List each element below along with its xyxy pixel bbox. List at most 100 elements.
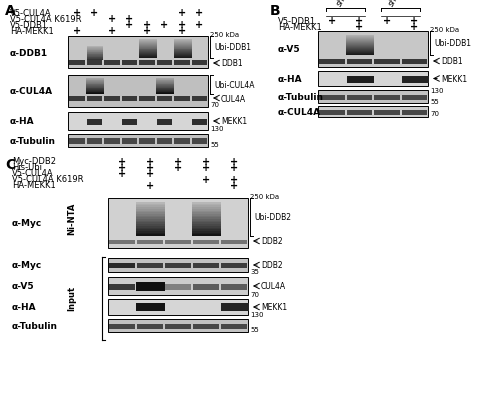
Bar <box>374 60 400 65</box>
Bar <box>139 55 156 56</box>
Bar <box>86 92 104 93</box>
Bar <box>108 319 248 332</box>
Bar <box>139 52 156 53</box>
Bar <box>346 96 372 101</box>
Bar <box>165 241 191 244</box>
Bar <box>156 80 174 81</box>
Bar <box>139 53 156 54</box>
Bar <box>86 139 102 145</box>
Text: Ubi-CUL4A: Ubi-CUL4A <box>214 81 254 90</box>
Text: 250 kDa: 250 kDa <box>430 27 459 33</box>
Bar <box>86 49 103 50</box>
Bar <box>104 97 120 102</box>
Bar <box>156 91 174 92</box>
Text: +: + <box>125 20 134 30</box>
Text: Input: Input <box>68 285 76 310</box>
Text: V5-DDB1: V5-DDB1 <box>278 17 316 26</box>
Bar <box>174 53 192 54</box>
Bar <box>136 204 165 206</box>
Bar <box>108 299 248 315</box>
Bar <box>346 43 374 44</box>
Bar <box>68 113 208 131</box>
Bar <box>136 224 165 226</box>
Bar <box>165 284 191 290</box>
Text: +: + <box>118 157 126 166</box>
Text: α-CUL4A: α-CUL4A <box>10 87 53 96</box>
Text: +: + <box>118 162 126 173</box>
Bar <box>86 60 103 61</box>
Bar <box>346 47 374 48</box>
Bar <box>86 51 103 52</box>
Text: +: + <box>410 22 418 32</box>
Text: 55: 55 <box>250 326 259 332</box>
Bar <box>136 231 165 233</box>
Text: 130: 130 <box>430 88 444 94</box>
Bar <box>346 49 374 50</box>
Bar <box>122 61 137 66</box>
Bar <box>192 208 221 209</box>
Bar <box>139 44 156 45</box>
Bar <box>139 51 156 52</box>
Text: +: + <box>108 14 116 24</box>
Bar <box>109 324 135 329</box>
Bar <box>174 50 192 51</box>
Bar <box>192 120 207 126</box>
Text: Ubi-DDB2: Ubi-DDB2 <box>254 213 291 222</box>
Bar <box>86 81 104 82</box>
Bar <box>86 57 103 58</box>
Bar <box>68 37 208 69</box>
Bar <box>136 206 165 208</box>
Bar <box>86 89 104 90</box>
Text: α-V5: α-V5 <box>278 45 300 54</box>
Bar <box>165 263 191 269</box>
Bar <box>136 213 165 214</box>
Text: 70: 70 <box>430 111 439 117</box>
Bar <box>346 39 374 40</box>
Bar <box>86 94 104 95</box>
Bar <box>192 235 221 237</box>
Bar <box>192 224 221 226</box>
Bar <box>174 52 192 53</box>
Bar <box>86 91 104 92</box>
Bar <box>402 77 429 84</box>
Text: +: + <box>195 8 203 18</box>
Text: 55: 55 <box>430 99 439 105</box>
Bar <box>68 76 208 108</box>
Bar <box>86 120 102 126</box>
Text: +: + <box>178 26 186 36</box>
Bar <box>139 49 156 50</box>
Text: α-Myc: α-Myc <box>12 219 42 228</box>
Text: +: + <box>328 16 336 26</box>
Text: +: + <box>230 175 238 185</box>
Bar <box>221 241 247 244</box>
Bar <box>174 43 192 44</box>
Bar <box>109 263 135 269</box>
Bar <box>346 52 374 53</box>
Bar <box>174 47 192 49</box>
Text: +: + <box>355 22 364 32</box>
Bar <box>192 233 221 235</box>
Bar <box>193 241 219 244</box>
Bar <box>156 89 174 90</box>
Bar <box>192 139 207 145</box>
Bar <box>192 202 221 204</box>
Bar <box>86 53 103 54</box>
Bar <box>86 88 104 89</box>
Bar <box>174 57 192 58</box>
Bar <box>174 42 192 43</box>
Text: shCUL4A: shCUL4A <box>388 0 413 8</box>
Text: α-V5: α-V5 <box>12 282 34 291</box>
Bar <box>86 80 104 81</box>
Bar <box>174 51 192 52</box>
Text: α-DDB1: α-DDB1 <box>10 48 48 58</box>
Text: V5-CUL4A: V5-CUL4A <box>12 169 53 178</box>
Text: +: + <box>142 26 151 36</box>
Bar <box>136 303 165 311</box>
Text: V5-CUL4A K619R: V5-CUL4A K619R <box>10 15 82 23</box>
Bar <box>346 46 374 47</box>
Text: shCON: shCON <box>334 0 356 8</box>
Bar <box>318 32 428 68</box>
Bar <box>136 221 165 223</box>
Text: Ubi-DDB1: Ubi-DDB1 <box>214 43 251 52</box>
Text: +: + <box>174 162 182 173</box>
